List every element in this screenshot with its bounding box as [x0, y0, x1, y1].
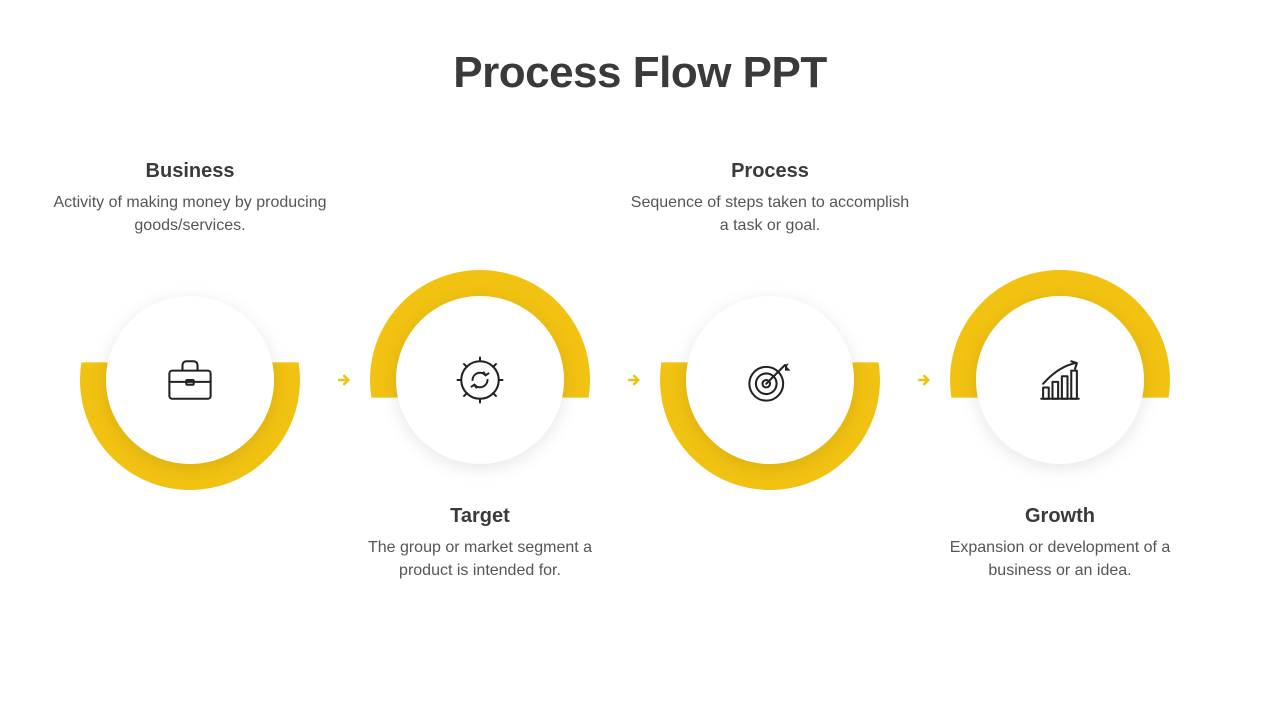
step-business-label: Business Activity of making money by pro…: [50, 160, 330, 237]
step-target-inner: [396, 296, 564, 464]
step-target-circle: [370, 270, 590, 490]
arrow-right-icon: [915, 370, 935, 390]
step-growth: Growth Expansion or development of a bus…: [920, 170, 1200, 490]
step-business: Business Activity of making money by pro…: [50, 170, 330, 490]
step-target-desc: The group or market segment a product is…: [340, 536, 620, 582]
step-target-title: Target: [340, 505, 620, 528]
arrow-3: [905, 360, 945, 400]
step-business-title: Business: [50, 160, 330, 183]
step-process-title: Process: [630, 160, 910, 183]
step-growth-circle: [950, 270, 1170, 490]
arrow-1: [325, 360, 365, 400]
gear-refresh-icon: [450, 350, 510, 410]
step-growth-title: Growth: [920, 505, 1200, 528]
step-business-desc: Activity of making money by producing go…: [50, 191, 330, 237]
step-process-circle: [660, 270, 880, 490]
chart-up-icon: [1030, 350, 1090, 410]
arrow-right-icon: [625, 370, 645, 390]
step-process-inner: [686, 296, 854, 464]
step-growth-desc: Expansion or development of a business o…: [920, 536, 1200, 582]
step-business-inner: [106, 296, 274, 464]
step-target-label: Target The group or market segment a pro…: [340, 505, 620, 582]
step-growth-inner: [976, 296, 1144, 464]
step-process-desc: Sequence of steps taken to accomplish a …: [630, 191, 910, 237]
process-flow: Business Activity of making money by pro…: [80, 170, 1200, 600]
step-growth-label: Growth Expansion or development of a bus…: [920, 505, 1200, 582]
briefcase-icon: [160, 350, 220, 410]
step-business-circle: [80, 270, 300, 490]
target-arrow-icon: [740, 350, 800, 410]
page-title: Process Flow PPT: [0, 0, 1280, 98]
arrow-2: [615, 360, 655, 400]
step-process-label: Process Sequence of steps taken to accom…: [630, 160, 910, 237]
step-target: Target The group or market segment a pro…: [340, 170, 620, 490]
step-process: Process Sequence of steps taken to accom…: [630, 170, 910, 490]
arrow-right-icon: [335, 370, 355, 390]
